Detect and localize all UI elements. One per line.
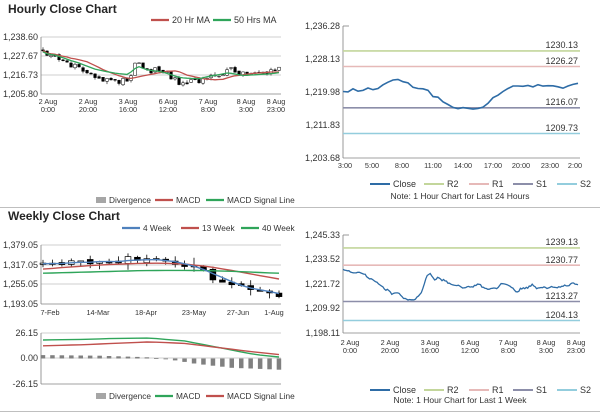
svg-text:1,245.33: 1,245.33	[305, 230, 340, 240]
svg-text:1239.13: 1239.13	[545, 237, 578, 247]
svg-text:1,221.72: 1,221.72	[305, 279, 340, 289]
svg-text:1230.77: 1230.77	[545, 255, 578, 265]
svg-text:1,233.52: 1,233.52	[305, 254, 340, 264]
svg-text:23:00: 23:00	[567, 346, 585, 355]
svg-text:16:00: 16:00	[421, 346, 439, 355]
svg-text:12:00: 12:00	[461, 346, 479, 355]
svg-text:S1: S1	[536, 385, 547, 395]
svg-text:0:00: 0:00	[343, 346, 357, 355]
svg-text:S2: S2	[580, 385, 591, 395]
svg-text:R1: R1	[492, 385, 504, 395]
svg-text:1,209.92: 1,209.92	[305, 303, 340, 313]
svg-text:3:00: 3:00	[539, 346, 553, 355]
svg-text:1204.13: 1204.13	[545, 310, 578, 320]
svg-text:Note: 1 Hour Chart for Last 1: Note: 1 Hour Chart for Last 1 Week	[393, 395, 527, 405]
svg-text:8:00: 8:00	[501, 346, 515, 355]
svg-text:Close: Close	[393, 385, 416, 395]
svg-text:R2: R2	[447, 385, 459, 395]
svg-text:1213.27: 1213.27	[545, 291, 578, 301]
svg-text:20:00: 20:00	[381, 346, 399, 355]
svg-text:1,198.11: 1,198.11	[306, 328, 340, 338]
